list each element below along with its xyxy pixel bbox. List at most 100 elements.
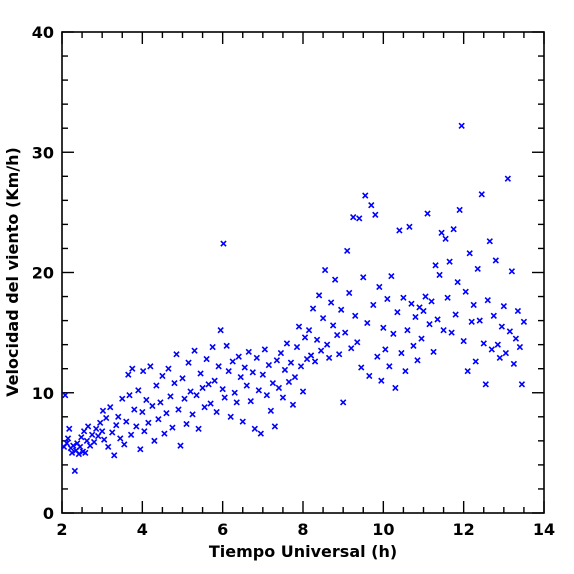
data-point — [319, 315, 327, 322]
data-point — [111, 452, 118, 459]
x-axis-label: Tiempo Universal (h) — [209, 542, 397, 561]
data-point — [135, 387, 142, 394]
data-point — [468, 318, 475, 325]
data-point — [488, 346, 495, 353]
data-point — [400, 294, 407, 301]
data-point — [78, 434, 85, 441]
data-point — [99, 428, 106, 435]
data-point — [273, 357, 281, 364]
data-point — [289, 401, 297, 408]
data-point — [255, 387, 262, 394]
data-point — [183, 420, 190, 428]
data-point — [101, 436, 108, 443]
y-tick-label: 10 — [32, 384, 54, 403]
data-point — [520, 318, 528, 325]
data-point — [259, 371, 266, 378]
data-point — [508, 268, 516, 275]
data-point — [225, 367, 232, 375]
data-point — [446, 258, 453, 265]
data-point — [374, 353, 381, 360]
data-point — [129, 365, 136, 372]
data-point — [476, 317, 483, 324]
data-point — [452, 311, 459, 318]
data-point — [177, 442, 184, 449]
data-point — [179, 375, 186, 382]
data-point — [448, 329, 455, 336]
data-point — [464, 367, 471, 375]
data-point — [94, 432, 102, 440]
data-point — [364, 319, 371, 327]
data-point — [117, 435, 124, 442]
data-point — [426, 321, 433, 328]
data-point — [201, 404, 208, 411]
data-point — [163, 410, 170, 417]
data-point — [472, 358, 479, 365]
data-point — [105, 443, 112, 451]
data-point — [205, 381, 212, 388]
data-point — [68, 449, 76, 457]
data-point — [267, 407, 275, 414]
y-tick-label: 0 — [43, 504, 54, 523]
data-point — [219, 385, 226, 393]
data-point — [82, 449, 89, 457]
data-point — [514, 307, 522, 315]
data-point — [243, 382, 250, 389]
data-point — [406, 223, 413, 230]
data-point — [362, 192, 369, 199]
data-point — [434, 316, 441, 323]
data-point — [237, 373, 244, 381]
data-point — [139, 367, 147, 375]
data-point — [195, 425, 202, 432]
data-point — [502, 349, 510, 357]
x-tick-label: 6 — [217, 520, 228, 539]
data-point — [299, 388, 307, 395]
data-point — [159, 372, 166, 380]
data-point — [327, 299, 335, 306]
data-point — [233, 399, 240, 406]
data-point — [348, 345, 355, 352]
data-point — [125, 371, 132, 378]
data-point — [486, 238, 493, 245]
data-point — [167, 393, 174, 400]
data-point — [352, 312, 359, 319]
data-point — [207, 400, 214, 407]
data-point — [335, 351, 343, 358]
data-point — [75, 450, 83, 458]
data-point — [147, 363, 154, 370]
data-point — [414, 357, 421, 364]
y-axis-label: Velocidad del viento (Km/h) — [3, 147, 22, 397]
scatter-points — [60, 122, 528, 475]
data-point — [185, 359, 192, 366]
data-point — [460, 337, 467, 345]
data-point — [171, 379, 178, 387]
data-point — [354, 339, 361, 346]
data-point — [88, 431, 96, 439]
data-point — [71, 467, 79, 475]
data-point — [408, 300, 415, 307]
data-point — [107, 404, 114, 411]
data-point — [350, 214, 357, 221]
data-point — [173, 351, 180, 358]
data-point — [478, 191, 485, 198]
data-point — [90, 438, 98, 446]
data-point — [321, 266, 329, 274]
data-point — [504, 175, 512, 182]
data-point — [127, 431, 135, 439]
data-point — [370, 301, 377, 309]
data-point — [516, 343, 524, 351]
data-point — [257, 430, 264, 437]
data-point — [277, 349, 285, 357]
data-point — [512, 335, 520, 342]
data-point — [484, 296, 491, 304]
data-point — [149, 402, 156, 410]
data-point — [70, 442, 77, 449]
data-point — [329, 322, 337, 329]
data-point — [450, 226, 457, 233]
data-point — [62, 391, 69, 399]
data-point — [482, 381, 489, 388]
data-point — [80, 428, 88, 435]
data-point — [498, 323, 505, 330]
data-point — [337, 306, 345, 313]
data-point — [92, 425, 100, 432]
data-point — [239, 418, 246, 425]
